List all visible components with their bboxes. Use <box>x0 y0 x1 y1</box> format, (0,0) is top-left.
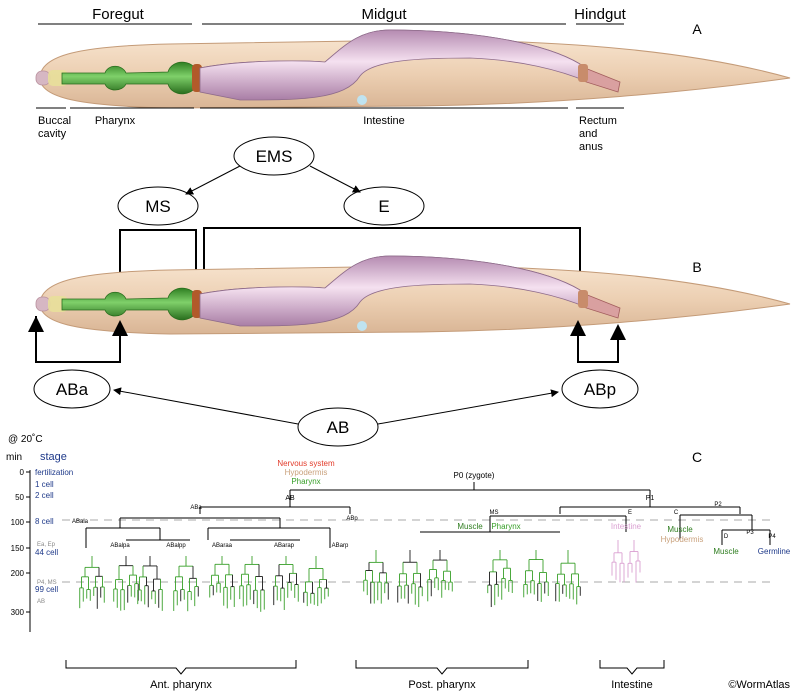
tick-300: 300 <box>11 608 25 617</box>
temperature-label: @ 20˚C <box>8 433 43 445</box>
tick-200: 200 <box>11 569 25 578</box>
pharynx-label: Pharynx <box>95 115 136 127</box>
stage-1-cell: 1 cell <box>35 480 54 489</box>
worm-illustration-b <box>35 255 791 335</box>
panel-c-letter: C <box>692 449 702 465</box>
fate-germline: Germline <box>758 547 791 556</box>
ab-bubble <box>297 407 379 447</box>
fate-ms-muscle: Muscle <box>457 522 483 531</box>
rectum-label-1: Rectum <box>579 115 617 127</box>
stage-44-cell: 44 cell <box>35 548 58 557</box>
fate-c-hypodermis: Hypodermis <box>661 535 704 544</box>
node-p1: P1 <box>646 495 655 502</box>
node-p4: P4 <box>768 534 776 540</box>
group-intestine: Intestine <box>611 679 653 691</box>
node-abarp: ABarp <box>332 543 349 549</box>
group-ant-pharynx: Ant. pharynx <box>150 679 212 691</box>
abp-bubble <box>561 369 639 409</box>
node-abalpp: ABalpp <box>166 543 186 549</box>
aba-label: ABa <box>56 380 89 399</box>
node-abaraa: ABaraa <box>212 543 233 549</box>
e-bubble <box>343 186 425 226</box>
ems-label: EMS <box>256 147 293 166</box>
lineage-fate-labels: Muscle Pharynx Intestine Muscle Hypoderm… <box>457 522 790 556</box>
worm-illustration-a <box>35 29 791 109</box>
tick-100: 100 <box>11 518 25 527</box>
copyright: ©WormAtlas <box>728 679 790 691</box>
ab-label: AB <box>327 418 350 437</box>
intestine-label: Intestine <box>363 115 405 127</box>
fate-e-intestine: Intestine <box>611 522 642 531</box>
hindgut-label: Hindgut <box>574 6 627 23</box>
panel-c: C @ 20˚C min stage 0 50 100 150 200 300 … <box>6 433 791 691</box>
fate-c-muscle: Muscle <box>667 525 693 534</box>
e-label: E <box>378 197 389 216</box>
node-abarap: ABarap <box>274 543 295 549</box>
aba-bubble <box>33 369 111 409</box>
rectum-label-2: and <box>579 128 597 140</box>
ems-bubble <box>233 136 315 176</box>
legend-hypodermis: Hypodermis <box>285 468 328 477</box>
abp-label: ABp <box>584 380 616 399</box>
node-abala: ABala <box>72 519 89 525</box>
panel-a-letter: A <box>692 21 702 37</box>
stage-fertilization: fertilization <box>35 468 73 477</box>
axis-min-label: min <box>6 452 22 463</box>
rectum-label-3: anus <box>579 141 603 153</box>
stage-note-ea-ep: Ea, Ep <box>37 542 56 548</box>
group-braces <box>65 660 665 675</box>
node-ab: AB <box>285 495 295 502</box>
node-p2: P2 <box>714 502 722 508</box>
ms-bubble <box>117 186 199 226</box>
node-p3: P3 <box>746 530 754 536</box>
lineage-subtrees <box>79 540 641 612</box>
node-ms: MS <box>490 510 499 516</box>
node-aba: ABa <box>190 505 202 511</box>
stage-8-cell: 8 cell <box>35 517 54 526</box>
tick-150: 150 <box>11 544 25 553</box>
node-abalpa: ABalpa <box>110 543 130 549</box>
ab-to-aba-arrow <box>113 387 299 425</box>
node-e: E <box>628 510 632 516</box>
foregut-label: Foregut <box>92 6 145 23</box>
stage-note-ab: AB <box>37 599 45 605</box>
ab-to-abp-arrow <box>377 389 559 425</box>
ms-label: MS <box>145 197 171 216</box>
stage-99-cell: 99 cell <box>35 585 58 594</box>
ems-to-ms-arrow <box>185 165 241 195</box>
stage-note-p4-ms: P4, MS <box>37 580 57 586</box>
node-abp: ABp <box>346 516 358 522</box>
buccal-label-1: Buccal <box>38 115 71 127</box>
tick-0: 0 <box>20 468 25 477</box>
tick-50: 50 <box>15 493 24 502</box>
fate-d-muscle: Muscle <box>713 547 739 556</box>
group-post-pharynx: Post. pharynx <box>408 679 476 691</box>
panel-b: B ABa ABp AB <box>28 255 791 447</box>
lineage-node-labels: P0 (zygote) AB P1 ABa ABp MS E P2 C D P3… <box>72 471 776 549</box>
buccal-label-2: cavity <box>38 128 67 140</box>
fate-ms-pharynx: Pharynx <box>491 522 520 531</box>
stage-labels: fertilization 1 cell 2 cell 8 cell Ea, E… <box>35 468 73 605</box>
lineage-tree-top <box>85 482 771 548</box>
axis-stage-label: stage <box>40 451 67 463</box>
panel-a: Foregut Midgut Hindgut A Buccal cavity P… <box>35 6 791 153</box>
ems-to-e-arrow <box>309 165 361 193</box>
stage-2-cell: 2 cell <box>35 491 54 500</box>
lineage-bubbles: EMS MS E <box>112 136 588 300</box>
midgut-label: Midgut <box>361 6 407 23</box>
legend-pharynx: Pharynx <box>291 477 320 486</box>
legend-nervous-system: Nervous system <box>277 459 335 468</box>
node-d: D <box>724 534 729 540</box>
time-ticks: 0 50 100 150 200 300 <box>11 468 30 617</box>
node-c: C <box>674 510 679 516</box>
panel-b-letter: B <box>692 259 701 275</box>
node-p0: P0 (zygote) <box>454 471 495 480</box>
